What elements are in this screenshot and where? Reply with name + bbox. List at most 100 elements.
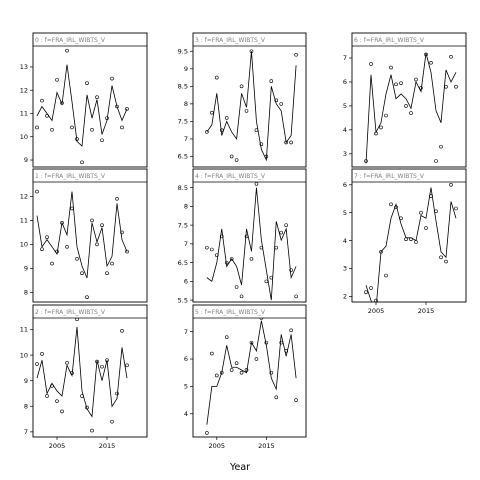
- observed-point: [50, 261, 54, 266]
- observed-point: [70, 206, 74, 211]
- y-tick-label: 6: [184, 278, 188, 286]
- observed-point: [254, 357, 259, 361]
- observed-point: [40, 247, 44, 251]
- observed-point: [289, 328, 293, 333]
- observed-point: [369, 62, 373, 66]
- fitted-line: [206, 187, 297, 301]
- y-tick-label: 12: [20, 86, 28, 94]
- fitted-line: [36, 326, 128, 418]
- y-tick-label: 10: [20, 241, 28, 249]
- y-tick-label: 9: [184, 65, 188, 73]
- observed-point: [75, 137, 79, 141]
- observed-point: [80, 160, 84, 165]
- y-tick-label: 10: [20, 351, 28, 359]
- y-tick-label: 3: [343, 150, 347, 158]
- observed-point: [125, 249, 129, 254]
- y-tick-label: 8: [184, 203, 188, 211]
- observed-point: [434, 159, 438, 163]
- observed-point: [95, 242, 99, 247]
- observed-point: [55, 249, 59, 254]
- y-tick-label: 5: [343, 102, 347, 110]
- observed-point: [264, 154, 269, 159]
- y-tick-label: 9: [24, 377, 28, 385]
- observed-point: [65, 48, 69, 53]
- y-tick-label: 4: [343, 237, 347, 245]
- y-tick-label: 3: [343, 265, 347, 273]
- observed-point: [229, 257, 234, 261]
- observed-point: [244, 368, 249, 372]
- observed-point: [110, 76, 114, 81]
- observed-point: [364, 159, 368, 163]
- y-tick-label: 8: [184, 100, 188, 108]
- observed-point: [384, 273, 388, 278]
- y-tick-label: 11: [20, 110, 28, 118]
- observed-point: [404, 104, 408, 108]
- observed-point: [294, 52, 298, 57]
- y-tick-label: 7.5: [178, 118, 188, 126]
- panel-title: 4 : f=FRA_IRL_WIBTS_V: [195, 173, 266, 180]
- observed-point: [214, 253, 219, 257]
- panel-frame: [351, 168, 467, 303]
- observed-point: [224, 335, 229, 339]
- y-tick-label: 6.5: [178, 153, 188, 161]
- x-tick-label: 2005: [49, 442, 66, 450]
- observed-point: [264, 279, 269, 284]
- observed-point: [214, 373, 219, 378]
- observed-point: [205, 130, 209, 134]
- observed-point: [429, 60, 433, 65]
- panel-4: 4 : f=FRA_IRL_WIBTS_V 5.5 6 6.5 7 7.5 8 8.5: [178, 168, 307, 304]
- panel-frame: [32, 32, 148, 168]
- observed-point: [75, 318, 79, 322]
- observed-point: [454, 206, 458, 211]
- observed-point: [399, 81, 403, 85]
- observed-point: [249, 257, 254, 261]
- plot-area: [364, 182, 458, 302]
- observed-point: [244, 234, 249, 239]
- observed-point: [219, 234, 224, 239]
- observed-point: [249, 340, 254, 345]
- observed-point: [35, 362, 39, 366]
- observed-point: [210, 247, 214, 252]
- y-tick-label: 7: [343, 54, 347, 62]
- observed-point: [50, 127, 54, 132]
- panel-title: 7 : f=FRA_IRL_WIBTS_V: [354, 173, 425, 180]
- observed-point: [419, 210, 423, 215]
- observed-point: [269, 79, 274, 83]
- observed-point: [100, 223, 104, 227]
- fitted-line: [365, 187, 457, 302]
- observed-point: [244, 109, 249, 113]
- observed-point: [90, 218, 94, 223]
- observed-point: [110, 261, 114, 266]
- fitted-line: [206, 51, 297, 162]
- panel-0: 0 : f=FRA_IRL_WIBTS_V 9 10 11 12 13: [20, 32, 148, 168]
- observed-point: [424, 226, 428, 230]
- observed-point: [55, 77, 59, 82]
- observed-point: [254, 128, 259, 132]
- observed-point: [379, 125, 383, 130]
- observed-point: [219, 370, 224, 375]
- panel-frame: [32, 304, 148, 438]
- plot-area: [35, 48, 129, 165]
- y-tick-label: 10: [20, 133, 28, 141]
- observed-point: [65, 360, 69, 365]
- panel-strip: [33, 33, 147, 46]
- observed-point: [394, 205, 398, 209]
- y-tick-label: 5: [184, 383, 188, 391]
- observed-point: [90, 428, 94, 433]
- x-tick-label: 2015: [258, 442, 275, 450]
- panel-5: 5 : f=FRA_IRL_WIBTS_V 4 5 6 7 2005 2015: [184, 304, 307, 450]
- observed-point: [414, 240, 418, 244]
- observed-point: [70, 371, 74, 375]
- panel-strip: [33, 169, 147, 182]
- observed-point: [110, 419, 114, 424]
- panel-strip: [352, 169, 466, 182]
- observed-point: [444, 259, 448, 264]
- observed-point: [60, 409, 64, 414]
- observed-point: [409, 237, 413, 242]
- observed-point: [279, 230, 284, 235]
- fitted-line: [206, 320, 297, 425]
- observed-point: [444, 84, 448, 89]
- observed-point: [394, 82, 398, 87]
- observed-point: [239, 294, 244, 299]
- observed-point: [45, 394, 49, 398]
